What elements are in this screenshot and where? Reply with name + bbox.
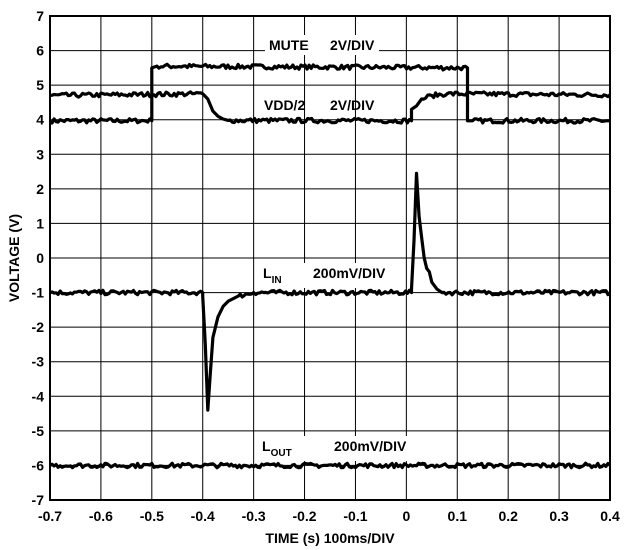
y-tick-label: -4 [32,388,45,404]
x-tick-label: 0 [402,508,410,524]
y-tick-label: -1 [32,285,45,301]
x-tick-label: 0.2 [498,508,518,524]
trace-l-in [49,171,612,412]
trace-label-group: MUTE 2V/DIV [265,35,380,55]
trace-label-group: LIN 200mV/DIV [259,263,391,288]
trace-label-scale: 2V/DIV [330,37,375,53]
x-tick-label: -0.5 [140,508,164,524]
trace-label-scale: 200mV/DIV [313,265,386,281]
x-tick-label: 0.1 [448,508,468,524]
grid [49,15,611,501]
y-axis-title: VOLTAGE (V) [6,214,22,302]
y-tick-labels: -7 -6 -5 -4 -3 -2 -1 0 1 2 3 4 5 6 7 [32,8,45,508]
trace-label-background [258,436,412,461]
trace-label-name: VDD/2 [264,97,305,113]
trace-mute [48,62,610,125]
x-tick-label: -0.1 [343,508,367,524]
x-tick-labels: -0.7 -0.6 -0.5 -0.4 -0.3 -0.2 -0.1 0 0.1 0.2 0.3 0.… [38,508,620,524]
y-tick-label: 4 [36,112,44,128]
x-tick-label: -0.2 [292,508,316,524]
trace-label-background [265,35,380,55]
trace-label-scale: 2V/DIV [330,97,375,113]
trace-label-scale: 200mV/DIV [334,438,407,454]
y-tick-label: 1 [36,215,44,231]
trace-l-out [49,461,612,470]
x-tick-label: -0.4 [191,508,215,524]
y-tick-label: 0 [36,250,44,266]
x-axis-title: TIME (s) 100ms/DIV [265,530,395,546]
x-tick-label: 0.4 [600,508,620,524]
trace-label-subscript: IN [272,275,282,286]
trace-label-background [259,263,391,288]
series-traces [48,62,612,470]
y-tick-label: 5 [36,77,44,93]
y-tick-label: -7 [32,492,45,508]
y-tick-label: -5 [32,423,45,439]
plot-frame [49,15,611,501]
x-tick-label: -0.6 [89,508,113,524]
trace-label-subscript: OUT [271,448,292,459]
y-tick-label: 6 [36,43,44,59]
y-tick-label: -6 [32,457,45,473]
trace-label-group: LOUT 200mV/DIV [258,436,412,461]
x-tick-label: -0.3 [242,508,266,524]
y-tick-label: 3 [36,146,44,162]
y-tick-label: -3 [32,354,45,370]
trace-label-group: VDD/2 2V/DIV [264,97,375,113]
y-tick-label: 7 [36,8,44,24]
x-tick-label: -0.7 [38,508,62,524]
x-tick-label: 0.3 [549,508,569,524]
y-tick-label: 2 [36,181,44,197]
trace-label-name: MUTE [269,37,309,53]
trace-vdd-2 [49,90,612,125]
y-tick-label: -2 [32,319,45,335]
